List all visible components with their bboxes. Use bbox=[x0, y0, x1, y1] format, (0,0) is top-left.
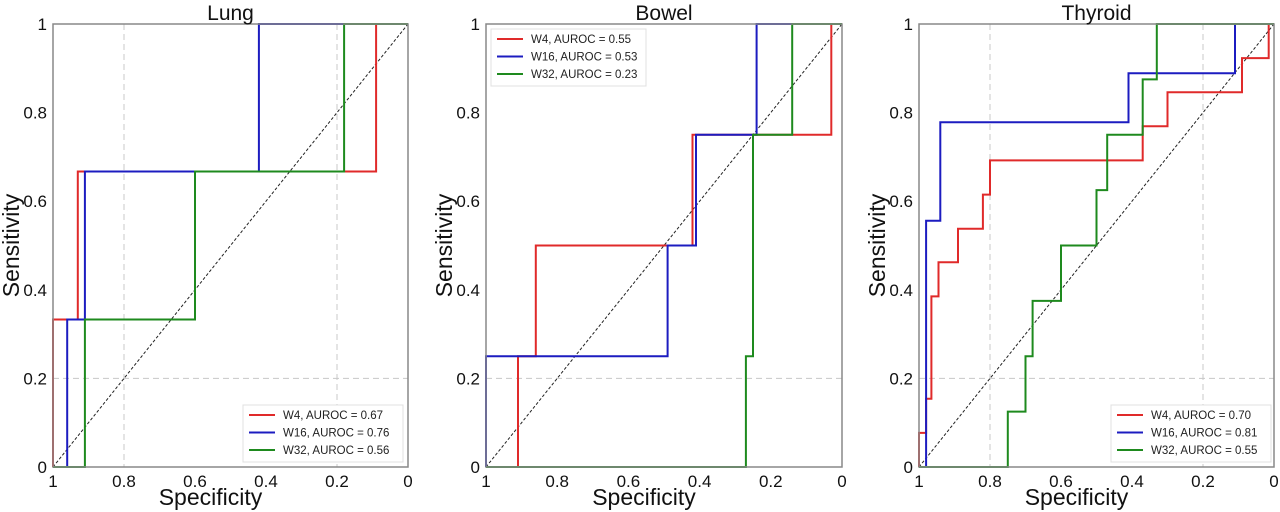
x-tick-label: 0.4 bbox=[688, 472, 712, 491]
x-tick-label: 0.2 bbox=[1191, 472, 1215, 491]
x-tick-label: 1 bbox=[48, 472, 57, 491]
y-axis-label: Sensitivity bbox=[0, 193, 24, 297]
panel-bowel: 1 0.8 0.6 0.4 0.2 0 0 0.2 0.4 0.6 0.8 1 Bowel Specifi… bbox=[431, 2, 847, 510]
roc-curve-w16 bbox=[485, 23, 842, 467]
x-tick-label: 0.8 bbox=[978, 472, 1002, 491]
legend-label: W16, AUROC = 0.76 bbox=[283, 428, 389, 440]
x-tick-label: 0.8 bbox=[112, 472, 136, 491]
roc-curve-w16 bbox=[53, 23, 408, 468]
legend-label: W4, AUROC = 0.55 bbox=[531, 34, 631, 46]
y-tick-label: 1 bbox=[38, 15, 47, 34]
y-tick-label: 0 bbox=[904, 458, 913, 477]
legend: W4, AUROC = 0.67 W16, AUROC = 0.76 W32, AU… bbox=[242, 404, 404, 463]
chance-diagonal bbox=[52, 23, 409, 468]
x-tick-label: 1 bbox=[481, 472, 490, 491]
legend-label: W4, AUROC = 0.67 bbox=[283, 410, 383, 422]
panel-title: Bowel bbox=[635, 2, 692, 25]
plot-frame bbox=[52, 23, 409, 468]
roc-curve-w16 bbox=[919, 23, 1274, 468]
x-tick-label: 0.2 bbox=[759, 472, 783, 491]
y-tick-label: 1 bbox=[904, 15, 913, 34]
x-tick-label: 0.2 bbox=[325, 472, 349, 491]
y-tick-label: 0.6 bbox=[889, 192, 913, 211]
legend-label: W32, AUROC = 0.56 bbox=[283, 445, 389, 457]
y-tick-label: 0.4 bbox=[889, 281, 913, 300]
panel-thyroid: 1 0.8 0.6 0.4 0.2 0 0 0.2 0.4 0.6 0.8 1 Thyroid Speci… bbox=[864, 2, 1279, 510]
roc-curve-w4 bbox=[486, 23, 842, 468]
y-tick-label: 0.2 bbox=[456, 369, 480, 388]
y-tick-label: 0.8 bbox=[23, 104, 47, 123]
x-tick-label: 1 bbox=[914, 472, 923, 491]
y-tick-label: 0.4 bbox=[456, 281, 480, 300]
roc-curve-w32 bbox=[486, 23, 842, 468]
legend: W4, AUROC = 0.55 W16, AUROC = 0.53 W32, AU… bbox=[490, 28, 647, 87]
y-tick-label: 0.8 bbox=[456, 104, 480, 123]
x-tick-label: 0 bbox=[403, 472, 412, 491]
y-tick-label: 0 bbox=[471, 458, 480, 477]
panel-title: Lung bbox=[207, 2, 254, 25]
y-axis-label: Sensitivity bbox=[864, 193, 890, 297]
y-tick-label: 1 bbox=[471, 15, 480, 34]
roc-curve-w4 bbox=[918, 24, 1270, 467]
x-tick-label: 0.4 bbox=[254, 472, 278, 491]
x-axis-label: Specificity bbox=[1025, 484, 1129, 510]
legend: W4, AUROC = 0.70 W16, AUROC = 0.81 W32, AU… bbox=[1110, 404, 1272, 463]
panel-title: Thyroid bbox=[1061, 2, 1131, 25]
plot-frame bbox=[918, 23, 1275, 468]
x-tick-label: 0 bbox=[837, 472, 846, 491]
roc-curve-w32 bbox=[919, 23, 1274, 468]
legend-label: W32, AUROC = 0.55 bbox=[1151, 445, 1257, 457]
roc-curve-w32 bbox=[53, 23, 408, 468]
legend-label: W16, AUROC = 0.53 bbox=[531, 52, 637, 64]
y-tick-label: 0.6 bbox=[23, 192, 47, 211]
legend-label: W32, AUROC = 0.23 bbox=[531, 69, 637, 81]
y-tick-label: 0 bbox=[38, 458, 47, 477]
y-tick-label: 0.2 bbox=[23, 369, 47, 388]
y-axis-label: Sensitivity bbox=[431, 193, 457, 297]
y-tick-label: 0.8 bbox=[889, 104, 913, 123]
x-tick-label: 0.6 bbox=[1049, 472, 1073, 491]
x-tick-label: 0.4 bbox=[1120, 472, 1144, 491]
y-tick-label: 0.4 bbox=[23, 281, 47, 300]
legend-label: W16, AUROC = 0.81 bbox=[1151, 428, 1257, 440]
y-tick-label: 0.6 bbox=[456, 192, 480, 211]
panel-lung: 1 0.8 0.6 0.4 0.2 0 0 0.2 0.4 0.6 0.8 1 Lung Specific… bbox=[0, 2, 413, 510]
plot-frame bbox=[485, 23, 843, 468]
y-tick-label: 0.2 bbox=[889, 369, 913, 388]
x-axis-label: Specificity bbox=[592, 484, 696, 510]
x-tick-label: 0 bbox=[1269, 472, 1278, 491]
x-tick-label: 0.8 bbox=[545, 472, 569, 491]
legend-label: W4, AUROC = 0.70 bbox=[1151, 410, 1251, 422]
x-tick-label: 0.6 bbox=[183, 472, 207, 491]
x-axis-label: Specificity bbox=[159, 484, 263, 510]
x-tick-label: 0.6 bbox=[617, 472, 641, 491]
